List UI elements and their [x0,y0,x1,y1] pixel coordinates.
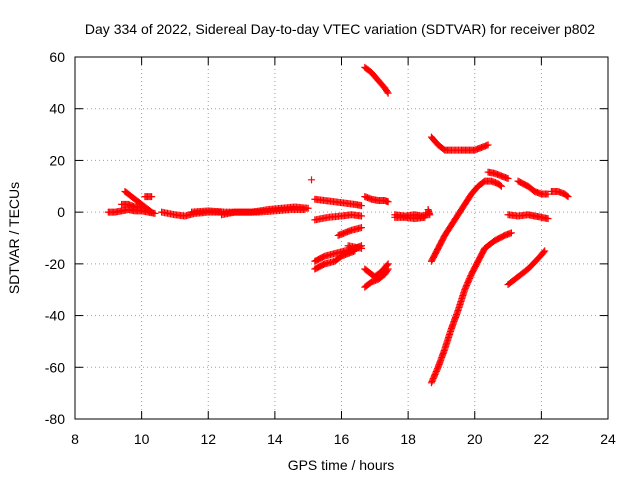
series-arc-25 [484,168,512,183]
series-arc-09 [311,195,365,210]
data-point [383,88,391,96]
series-arc-14 [344,242,365,252]
data-point [357,202,365,210]
data-point [484,141,492,149]
data-point [138,203,146,211]
data-point [357,224,365,232]
data-point [497,182,505,190]
data-point [151,209,159,217]
series-arc-08 [308,176,316,184]
data-point [384,265,392,273]
data-point [357,212,365,220]
data-point [147,207,155,215]
series-arc-16 [361,193,392,206]
x-tick-label: 8 [71,431,79,447]
data-point [304,204,312,212]
series-arc-02 [121,187,156,216]
x-tick-label: 10 [134,431,150,447]
x-axis-label: GPS time / hours [288,457,395,473]
y-tick-label: -40 [45,308,65,324]
series-arc-10 [311,211,365,224]
y-tick-label: 60 [49,49,65,65]
series-arc-13 [311,247,359,273]
series-arc-15 [361,63,392,97]
data-point [507,229,515,237]
grid-lines [75,57,608,419]
series-arc-11 [334,224,365,239]
data-point [384,89,392,97]
x-tick-label: 22 [534,431,550,447]
series-arc-24 [427,177,505,265]
data-point [541,247,549,255]
data-point [148,193,156,201]
x-tick-label: 24 [600,431,616,447]
chart-title: Day 334 of 2022, Sidereal Day-to-day VTE… [85,21,595,37]
series-arc-29 [547,187,572,201]
data-point [308,176,316,184]
series-arc-27 [504,247,549,289]
y-tick-label: 20 [49,152,65,168]
data-point [563,192,571,200]
y-tick-label: 0 [57,204,65,220]
series-arc-03 [118,200,146,211]
series-arc-26 [504,211,552,223]
series-arc-22 [427,133,492,154]
data-point [384,198,392,206]
data-point [148,208,156,216]
data-point [564,193,572,201]
series-arc-07 [218,203,312,219]
data-point [357,244,365,252]
data-point [426,211,434,219]
data-point [540,248,548,256]
data-point [496,181,504,189]
data-point [504,175,512,183]
series-arc-23 [427,229,515,387]
x-tick-label: 14 [267,431,283,447]
x-tick-label: 12 [200,431,216,447]
series-arc-04 [141,193,156,201]
series-arc-28 [514,177,552,198]
y-tick-label: -20 [45,256,65,272]
x-tick-label: 20 [467,431,483,447]
series-arc-18 [361,265,392,291]
series-arc-20 [391,213,429,223]
data-point [383,266,391,274]
data-point [544,215,552,223]
data-point [421,213,429,221]
series-arc-21 [424,206,434,219]
x-tick-label: 18 [400,431,416,447]
data-series [104,63,572,387]
y-axis-label: SDTVAR / TECUs [6,182,22,294]
y-tick-label: 40 [49,101,65,117]
y-tick-label: -80 [45,411,65,427]
x-tick-label: 16 [334,431,350,447]
axis-ticks: 8 10 12 14 16 18 20 22 24 -80 -60 -40 -20 0 20 40 60 [45,49,616,447]
y-tick-label: -60 [45,359,65,375]
